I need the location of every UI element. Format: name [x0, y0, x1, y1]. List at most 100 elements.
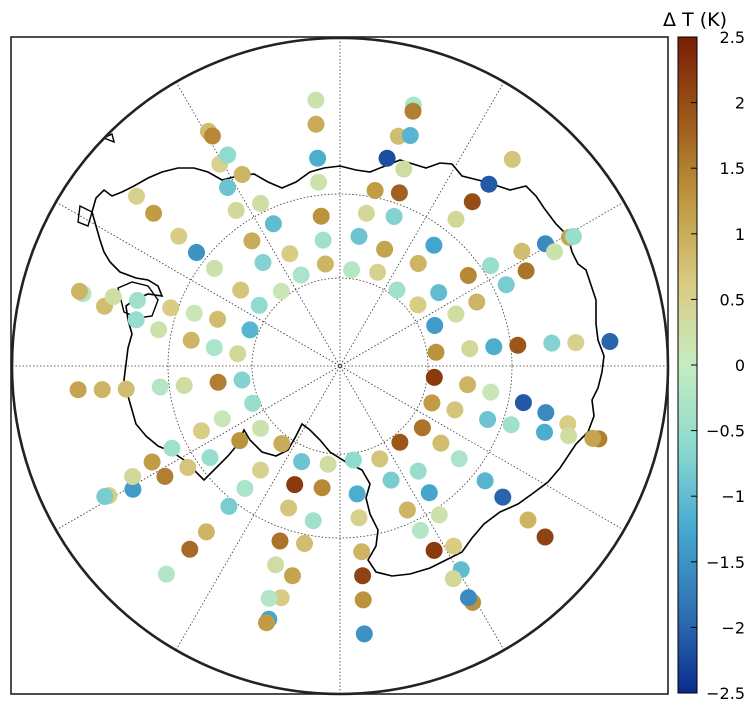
- temperature-marker: [209, 310, 227, 328]
- temperature-marker: [344, 451, 362, 469]
- temperature-marker: [502, 416, 520, 434]
- temperature-marker: [519, 511, 537, 529]
- temperature-marker: [343, 261, 361, 279]
- temperature-marker: [430, 284, 448, 302]
- temperature-marker: [398, 501, 416, 519]
- temperature-marker: [104, 288, 122, 306]
- temperature-marker: [96, 488, 114, 505]
- temperature-marker: [425, 541, 443, 559]
- temperature-marker: [150, 321, 168, 339]
- temperature-marker: [175, 377, 193, 394]
- temperature-marker: [369, 263, 387, 281]
- temperature-markers: [69, 91, 619, 643]
- temperature-marker: [461, 340, 479, 358]
- temperature-marker: [354, 567, 372, 585]
- colorbar-tick-label: −0.5: [706, 422, 745, 441]
- temperature-marker: [284, 567, 301, 585]
- temperature-marker: [264, 215, 282, 233]
- temperature-marker: [357, 204, 375, 222]
- temperature-marker: [250, 296, 268, 314]
- temperature-marker: [376, 240, 394, 258]
- temperature-marker: [388, 281, 406, 299]
- temperature-marker: [485, 338, 503, 356]
- temperature-marker: [459, 267, 477, 284]
- temperature-marker: [409, 462, 427, 480]
- temperature-marker: [425, 368, 443, 386]
- temperature-marker: [514, 394, 532, 412]
- temperature-marker: [409, 296, 427, 314]
- temperature-marker: [536, 528, 554, 546]
- temperature-marker: [220, 497, 238, 515]
- temperature-marker: [427, 343, 445, 361]
- temperature-marker: [271, 532, 289, 550]
- temperature-marker: [252, 194, 269, 212]
- temperature-marker: [445, 537, 463, 555]
- temperature-marker: [71, 282, 88, 300]
- temperature-marker: [280, 499, 298, 517]
- colorbar-tick-label: 2.5: [720, 28, 745, 47]
- temperature-marker: [258, 614, 275, 632]
- colorbar-tick-label: 1.5: [720, 159, 745, 178]
- temperature-marker: [430, 506, 448, 524]
- temperature-marker: [156, 467, 174, 485]
- temperature-marker: [567, 334, 585, 352]
- temperature-marker: [426, 317, 444, 334]
- temperature-marker: [601, 333, 619, 350]
- temperature-marker: [254, 254, 272, 271]
- temperature-marker: [127, 311, 145, 329]
- temperature-marker: [423, 394, 441, 412]
- temperature-marker: [446, 401, 464, 419]
- temperature-marker: [233, 166, 251, 183]
- temperature-marker: [292, 266, 310, 284]
- temperature-marker: [206, 259, 223, 277]
- temperature-marker: [181, 540, 199, 558]
- temperature-marker: [213, 410, 231, 428]
- projection-boundary: [10, 36, 670, 696]
- temperature-marker: [244, 394, 262, 412]
- temperature-marker: [185, 304, 203, 322]
- temperature-marker: [482, 383, 500, 401]
- temperature-marker: [219, 146, 237, 164]
- temperature-marker: [413, 419, 431, 437]
- temperature-marker: [124, 468, 142, 485]
- temperature-marker: [170, 227, 188, 245]
- colorbar-tick-label: −2.5: [706, 684, 745, 703]
- graticule: [12, 38, 668, 694]
- temperature-marker: [307, 91, 325, 109]
- temperature-marker: [494, 488, 512, 506]
- colorbar-tick-label: −1.5: [706, 553, 745, 572]
- temperature-marker: [401, 127, 419, 144]
- temperature-marker: [560, 427, 578, 445]
- temperature-marker: [93, 381, 111, 399]
- temperature-marker: [447, 210, 465, 228]
- colorbar-tick-label: 2: [735, 94, 745, 113]
- temperature-marker: [584, 429, 602, 447]
- temperature-marker: [231, 432, 249, 450]
- temperature-marker: [296, 535, 313, 552]
- temperature-marker: [420, 484, 438, 502]
- temperature-marker: [565, 228, 582, 245]
- temperature-marker: [314, 231, 332, 249]
- temperature-marker: [272, 589, 290, 607]
- temperature-marker: [350, 227, 368, 245]
- temperature-marker: [350, 509, 368, 527]
- temperature-marker: [179, 459, 197, 476]
- temperature-marker: [307, 115, 325, 133]
- temperature-marker: [348, 485, 366, 503]
- temperature-marker: [503, 150, 521, 168]
- temperature-marker: [459, 376, 477, 394]
- temperature-marker: [513, 242, 531, 260]
- temperature-marker: [163, 439, 181, 457]
- temperature-marker: [236, 479, 254, 497]
- temperature-marker: [162, 299, 180, 317]
- temperature-marker: [316, 255, 334, 273]
- colorbar-tick-label: 0: [735, 356, 745, 375]
- temperature-marker: [319, 455, 337, 473]
- colorbar-title: Δ T (K): [663, 9, 727, 31]
- temperature-marker: [447, 305, 465, 323]
- temperature-marker: [252, 461, 269, 479]
- temperature-marker: [395, 160, 413, 178]
- temperature-marker: [272, 282, 290, 300]
- temperature-marker: [409, 255, 427, 272]
